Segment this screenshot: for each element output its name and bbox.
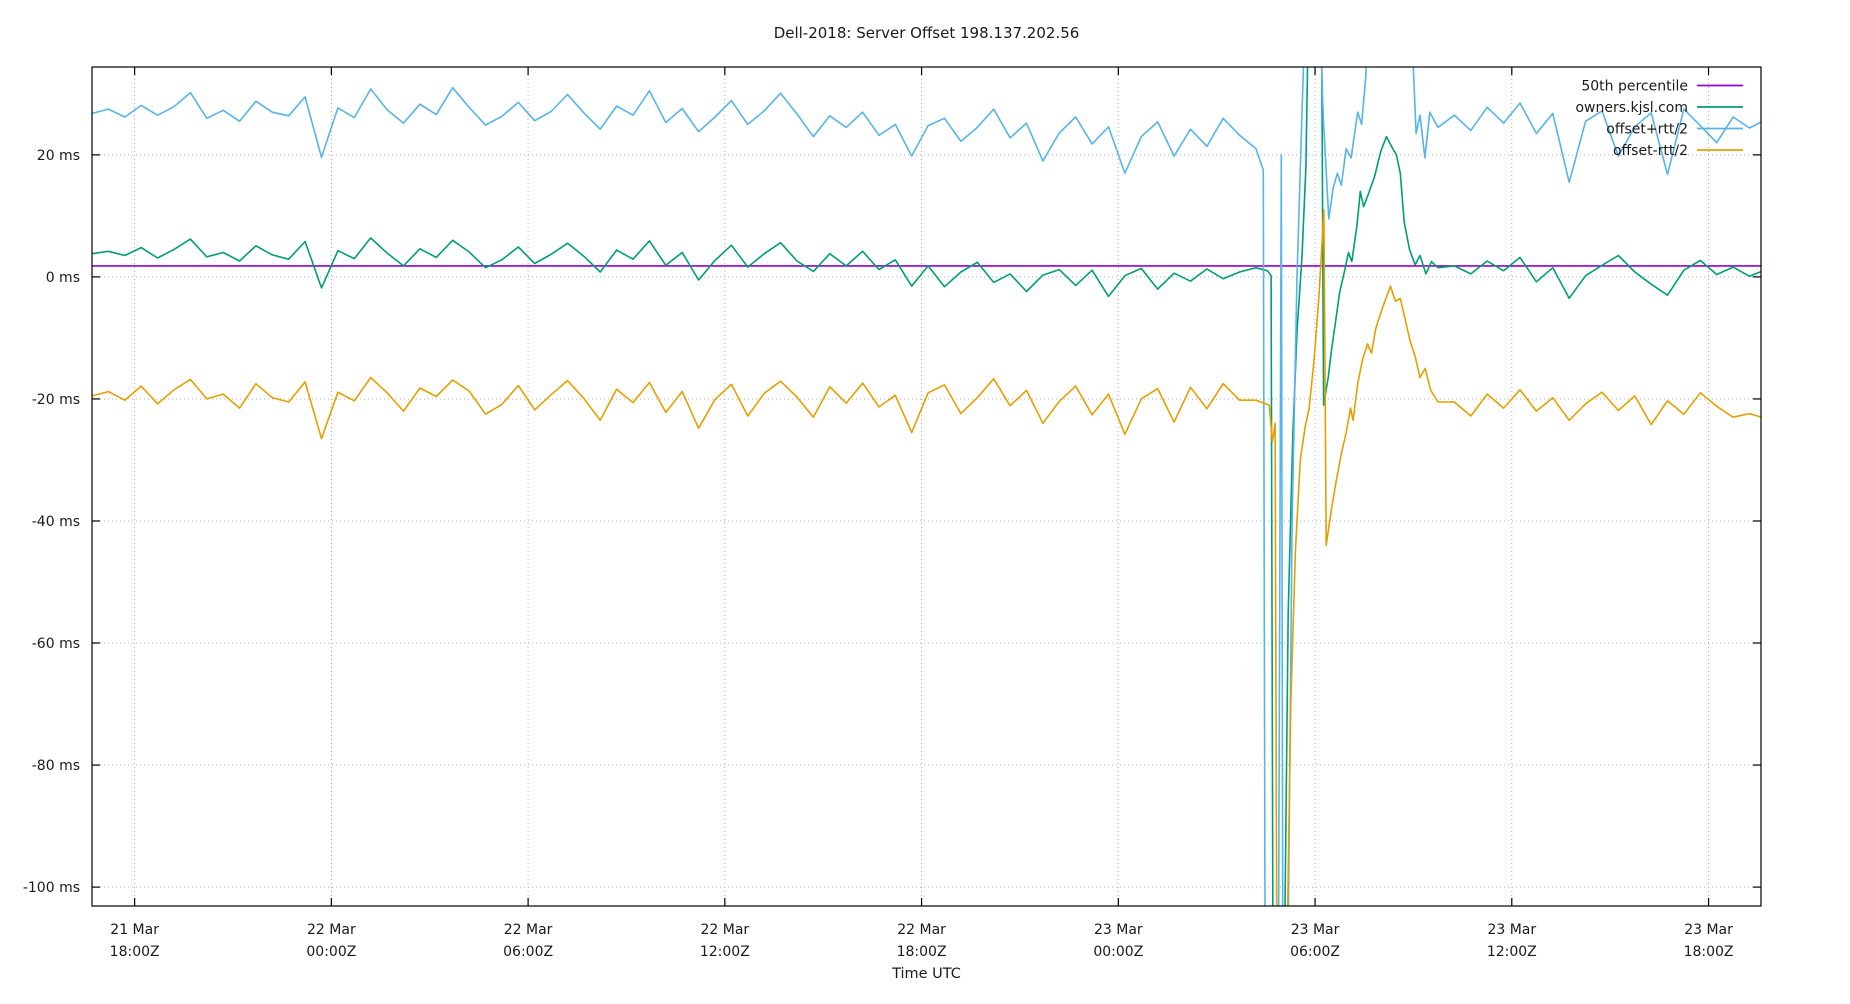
x-tick-label-date: 21 Mar	[110, 922, 159, 938]
x-tick-label-date: 23 Mar	[1487, 922, 1536, 938]
y-tick-label: -20 ms	[32, 392, 80, 408]
plot-border	[91, 66, 1762, 907]
x-tick-label-time: 18:00Z	[897, 944, 947, 960]
x-tick-label-date: 22 Mar	[307, 922, 356, 938]
legend-entry-offset-plus-rtt2: offset+rtt/2	[1606, 122, 1743, 138]
legend-label-offset-minus-rtt2: offset-rtt/2	[1613, 143, 1688, 159]
x-axis-title: Time UTC	[892, 966, 961, 982]
y-tick-label: -60 ms	[32, 636, 80, 652]
x-tick-label-date: 23 Mar	[1684, 922, 1733, 938]
x-tick-label-time: 12:00Z	[700, 944, 750, 960]
x-tick-label-date: 23 Mar	[1291, 922, 1340, 938]
legend-label-offset-plus-rtt2: offset+rtt/2	[1606, 122, 1688, 138]
y-tick-label: 20 ms	[37, 148, 80, 164]
x-tick-label-time: 00:00Z	[306, 944, 356, 960]
x-tick-label-time: 06:00Z	[1290, 944, 1340, 960]
legend-entry-offset-minus-rtt2: offset-rtt/2	[1613, 143, 1743, 159]
series-line-offset-plus-rtt2	[92, 67, 1761, 906]
x-tick-label-time: 06:00Z	[503, 944, 553, 960]
legend-label-50th-percentile: 50th percentile	[1581, 79, 1688, 95]
y-tick-label: 0 ms	[46, 270, 80, 286]
x-tick-label-date: 22 Mar	[897, 922, 946, 938]
legend-entry-owners-kjsl-com: owners.kjsl.com	[1575, 100, 1743, 116]
y-tick-label: -80 ms	[32, 758, 80, 774]
x-tick-label-time: 00:00Z	[1093, 944, 1143, 960]
series-group	[92, 67, 1761, 906]
series-line-owners-kjsl-com	[92, 67, 1761, 906]
x-tick-label-date: 22 Mar	[504, 922, 553, 938]
tick-marks	[92, 67, 1761, 906]
x-tick-label-date: 23 Mar	[1094, 922, 1143, 938]
tick-labels: 20 ms 0 ms -20 ms -40 ms -60 ms -80 ms -100 ms…	[23, 148, 1734, 960]
x-tick-label-time: 18:00Z	[110, 944, 160, 960]
legend-entry-50th-percentile: 50th percentile	[1581, 79, 1743, 95]
legend-label-owners-kjsl-com: owners.kjsl.com	[1575, 100, 1688, 116]
chart-title: Dell-2018: Server Offset 198.137.202.56	[773, 24, 1080, 42]
y-tick-label: -40 ms	[32, 514, 80, 530]
x-tick-label-date: 22 Mar	[700, 922, 749, 938]
legend: 50th percentile owners.kjsl.com offset+rtt…	[1575, 79, 1743, 159]
x-tick-label-time: 12:00Z	[1487, 944, 1537, 960]
x-tick-label-time: 18:00Z	[1684, 944, 1734, 960]
y-tick-label: -100 ms	[23, 880, 80, 896]
series-line-offset-minus-rtt2	[92, 209, 1761, 906]
